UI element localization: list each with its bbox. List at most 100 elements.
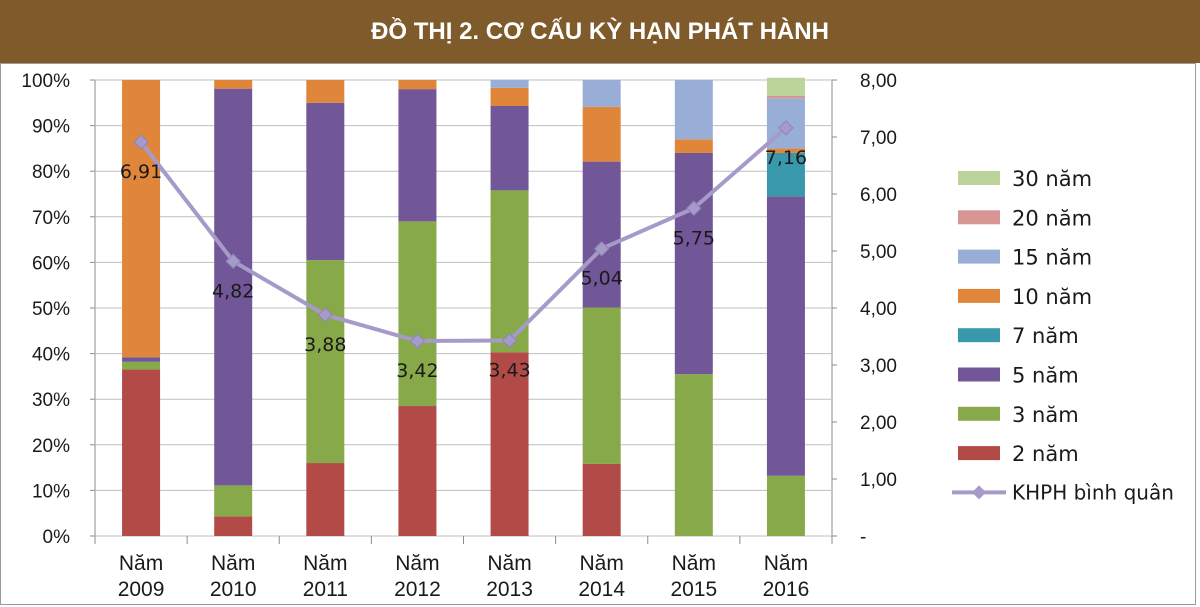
bar-3-n-m-n-m-2010 (214, 485, 253, 517)
bar-15-n-m-n-m-2014 (582, 80, 621, 107)
legend-swatch-2-n-m (958, 446, 1000, 461)
x-tick-label: 2011 (303, 578, 348, 601)
x-tick-label: 2009 (118, 578, 165, 601)
khph-point-n-m-2015 (686, 200, 702, 216)
bar-5-n-m-n-m-2009 (122, 357, 161, 362)
y2-tick-label: 4,00 (860, 299, 897, 320)
bar-10-n-m-n-m-2011 (306, 80, 345, 103)
y-tick-label: 50% (32, 299, 70, 320)
bar-3-n-m-n-m-2009 (122, 361, 161, 370)
bar-10-n-m-n-m-2012 (398, 80, 437, 90)
legend-label: 5 năm (1012, 364, 1079, 388)
khph-point-n-m-2011 (317, 307, 334, 323)
bar-2-n-m-n-m-2010 (214, 516, 253, 536)
legend-swatch-5-n-m (958, 367, 1000, 382)
bar-5-n-m-n-m-2013 (490, 105, 529, 191)
bar-3-n-m-n-m-2016 (766, 475, 805, 536)
y-tick-label: 40% (32, 345, 70, 366)
x-tick-label: Năm (119, 552, 163, 575)
x-tick-label: 2015 (670, 578, 717, 601)
bar-2-n-m-n-m-2012 (398, 406, 437, 536)
x-tick-label: Năm (764, 552, 808, 575)
bar-2-n-m-n-m-2014 (582, 463, 621, 536)
y-tick-label: 60% (32, 253, 70, 274)
khph-point-n-m-2010 (225, 253, 241, 269)
bar-2-n-m-n-m-2013 (490, 352, 529, 536)
khph-line (139, 126, 788, 344)
legend-swatch-15-n-m (958, 249, 1000, 264)
bar-3-n-m-n-m-2015 (674, 374, 713, 536)
x-tick-label: 2010 (210, 578, 257, 601)
legend-swatch-20-n-m (958, 210, 1000, 225)
x-tick-label: 2013 (486, 578, 533, 601)
bar-3-n-m-n-m-2011 (306, 260, 345, 464)
bar-15-n-m-n-m-2013 (490, 80, 529, 88)
bar-2-n-m-n-m-2011 (306, 463, 345, 536)
chart-title: ĐỒ THỊ 2. CƠ CẤU KỲ HẠN PHÁT HÀNH (0, 0, 1200, 63)
y2-tick-label: - (860, 527, 866, 548)
khph-point-n-m-2013 (501, 332, 518, 349)
y2-tick-label: 5,00 (860, 242, 897, 263)
y2-tick-label: 2,00 (860, 413, 897, 434)
legend-label: 15 năm (1012, 246, 1092, 270)
khph-point-n-m-2009 (133, 134, 149, 150)
bar-5-n-m-n-m-2010 (214, 88, 253, 486)
x-tick-label: Năm (211, 552, 255, 575)
y2-tick-label: 3,00 (860, 356, 897, 377)
y2-tick-label: 1,00 (860, 470, 897, 491)
legend-swatch-7-n-m (958, 328, 1000, 343)
bar-7-n-m-n-m-2016 (766, 152, 805, 197)
khph-data-label: 5,04 (581, 268, 623, 290)
legend-label: 30 năm (1012, 167, 1092, 191)
legend-label: KHPH bình quân (1012, 480, 1174, 504)
khph-data-label: 6,91 (120, 161, 162, 183)
bar-20-n-m-n-m-2016 (766, 95, 805, 99)
bar-10-n-m-n-m-2014 (582, 106, 621, 162)
x-tick-label: 2014 (578, 578, 625, 601)
x-tick-label: Năm (487, 552, 531, 575)
khph-data-label: 3,43 (488, 359, 530, 381)
bar-30-n-m-n-m-2016 (766, 77, 805, 96)
legend-swatch-10-n-m (958, 288, 1000, 303)
bar-3-n-m-n-m-2012 (398, 221, 437, 407)
legend-label: 7 năm (1012, 324, 1079, 348)
khph-point-n-m-2016 (778, 120, 794, 136)
bar-15-n-m-n-m-2015 (674, 80, 713, 140)
y2-tick-label: 6,00 (860, 185, 897, 206)
y2-tick-label: 7,00 (860, 128, 897, 149)
y-tick-label: 80% (32, 162, 70, 183)
legend-swatch-30-n-m (958, 171, 1000, 185)
y-tick-label: 100% (21, 71, 70, 92)
y-tick-label: 30% (32, 390, 70, 411)
bar-10-n-m-n-m-2016 (766, 148, 805, 153)
y-tick-label: 10% (32, 481, 70, 502)
bar-5-n-m-n-m-2012 (398, 89, 437, 222)
legend-label: 20 năm (1012, 206, 1092, 230)
x-tick-label: Năm (672, 552, 716, 575)
bar-10-n-m-n-m-2010 (214, 80, 253, 89)
chart-frame (0, 63, 1196, 605)
legend-label: 10 năm (1012, 285, 1092, 309)
y2-tick-label: 8,00 (860, 71, 897, 92)
khph-data-label: 7,16 (765, 147, 807, 169)
legend-marker-khph (972, 485, 986, 500)
y-tick-label: 0% (43, 527, 71, 548)
x-tick-label: Năm (580, 552, 624, 575)
khph-data-label: 5,75 (673, 227, 715, 249)
y-tick-label: 70% (32, 208, 70, 229)
khph-data-label: 3,42 (396, 360, 438, 382)
y-tick-label: 20% (32, 436, 70, 457)
x-tick-label: 2016 (763, 578, 810, 601)
khph-data-label: 3,88 (304, 334, 346, 356)
bar-3-n-m-n-m-2014 (582, 307, 621, 464)
bar-10-n-m-n-m-2015 (674, 139, 713, 153)
khph-point-n-m-2014 (593, 241, 610, 257)
x-tick-label: Năm (303, 552, 347, 575)
legend-label: 2 năm (1012, 442, 1079, 466)
y-tick-label: 90% (32, 117, 70, 138)
legend-swatch-3-n-m (958, 406, 1000, 421)
bar-10-n-m-n-m-2013 (490, 87, 529, 106)
khph-data-label: 4,82 (212, 280, 254, 302)
bar-5-n-m-n-m-2014 (582, 161, 621, 308)
bar-5-n-m-n-m-2015 (674, 152, 713, 375)
